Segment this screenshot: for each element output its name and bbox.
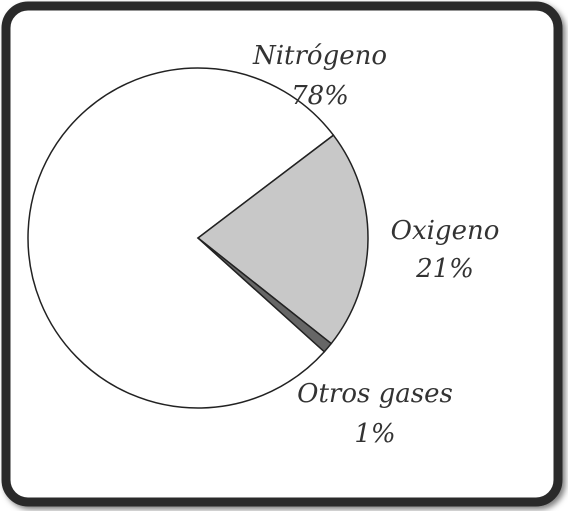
pie bbox=[27, 67, 369, 409]
slice-label: Otros gases bbox=[297, 379, 453, 409]
slice-label: Nitrógeno bbox=[252, 41, 387, 71]
pie-slice bbox=[27, 67, 335, 409]
value-label: 1% bbox=[354, 419, 395, 449]
slice-label: Oxigeno bbox=[391, 216, 500, 246]
value-label: 21% bbox=[415, 254, 474, 284]
pie-slice bbox=[196, 134, 369, 345]
value-label: 78% bbox=[291, 81, 349, 111]
pie-slice bbox=[197, 237, 333, 353]
